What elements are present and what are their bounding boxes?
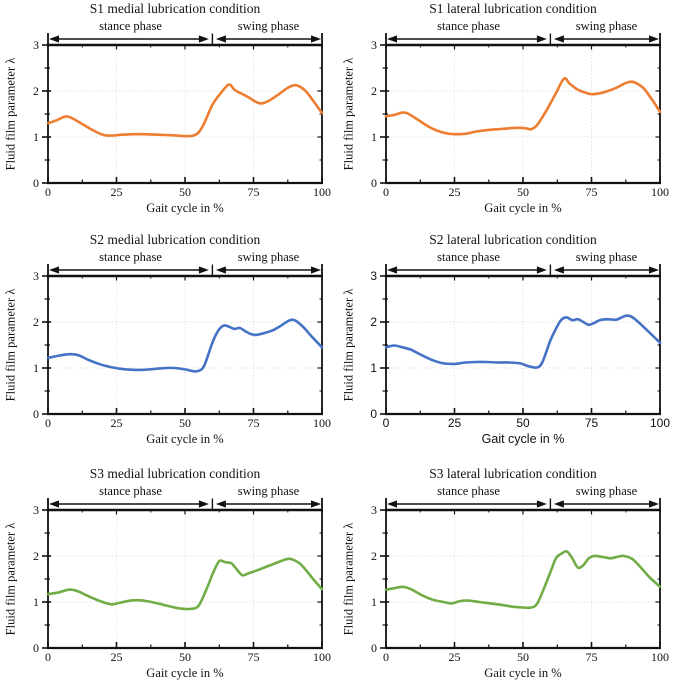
x-axis-label: Gait cycle in % — [484, 666, 562, 680]
swing-phase-label: swing phase — [237, 19, 300, 33]
svg-text:100: 100 — [313, 185, 331, 199]
svg-text:100: 100 — [313, 416, 331, 430]
svg-text:0: 0 — [33, 176, 39, 190]
svg-text:50: 50 — [179, 416, 191, 430]
svg-text:0: 0 — [383, 185, 389, 199]
x-axis-label: Gait cycle in % — [146, 432, 224, 446]
svg-text:25: 25 — [448, 416, 462, 430]
chart-canvas: 0 25 50 75 100 0 1 2 3 — [371, 33, 669, 199]
svg-text:25: 25 — [111, 650, 123, 664]
subplot-s3-medial: S3 medial lubrication condition stance p… — [0, 465, 338, 694]
svg-text:100: 100 — [651, 650, 669, 664]
swing-phase-label: swing phase — [237, 250, 300, 264]
x-axis-label: Gait cycle in % — [484, 201, 562, 215]
chart-title: S2 medial lubrication condition — [89, 232, 261, 247]
svg-text:0: 0 — [383, 416, 390, 430]
svg-text:0: 0 — [33, 407, 39, 421]
swing-phase-label: swing phase — [237, 484, 300, 498]
stance-phase-label: stance phase — [437, 19, 500, 33]
svg-text:50: 50 — [516, 416, 530, 430]
swing-phase-label: swing phase — [575, 19, 638, 33]
svg-text:25: 25 — [111, 185, 123, 199]
svg-text:2: 2 — [33, 315, 39, 329]
subplot-s2-medial: S2 medial lubrication condition stance p… — [0, 231, 338, 465]
svg-text:100: 100 — [651, 185, 669, 199]
svg-text:1: 1 — [33, 595, 39, 609]
svg-text:0: 0 — [370, 407, 377, 421]
svg-text:3: 3 — [33, 38, 39, 52]
svg-text:0: 0 — [371, 176, 377, 190]
chart-canvas: 0 25 50 75 100 0 1 2 3 — [33, 498, 331, 664]
svg-text:25: 25 — [449, 185, 461, 199]
svg-text:100: 100 — [650, 416, 670, 430]
subplot-s1-lateral: S1 lateral lubrication condition stance … — [338, 0, 677, 231]
svg-text:50: 50 — [517, 650, 529, 664]
swing-phase-label: swing phase — [575, 250, 638, 264]
svg-text:2: 2 — [371, 84, 377, 98]
svg-text:75: 75 — [585, 416, 599, 430]
svg-text:50: 50 — [179, 650, 191, 664]
x-axis-label: Gait cycle in % — [481, 432, 565, 446]
svg-text:25: 25 — [111, 416, 123, 430]
stance-phase-label: stance phase — [437, 250, 500, 264]
stance-phase-label: stance phase — [99, 19, 162, 33]
svg-text:2: 2 — [370, 315, 377, 329]
chart-title: S3 lateral lubrication condition — [429, 466, 597, 481]
svg-text:0: 0 — [45, 416, 51, 430]
svg-text:1: 1 — [371, 130, 377, 144]
chart-title: S1 lateral lubrication condition — [429, 1, 597, 16]
chart-title: S2 lateral lubrication condition — [429, 232, 597, 247]
svg-text:50: 50 — [517, 185, 529, 199]
x-axis-label: Gait cycle in % — [146, 666, 224, 680]
stance-phase-label: stance phase — [99, 484, 162, 498]
svg-text:0: 0 — [383, 650, 389, 664]
svg-text:0: 0 — [45, 650, 51, 664]
svg-text:3: 3 — [33, 269, 39, 283]
svg-text:50: 50 — [179, 185, 191, 199]
svg-text:100: 100 — [313, 650, 331, 664]
svg-text:75: 75 — [586, 650, 598, 664]
chart-canvas: 0 25 50 75 100 0 1 2 3 — [370, 264, 670, 430]
chart-title: S1 medial lubrication condition — [89, 1, 261, 16]
chart-canvas: 0 25 50 75 100 0 1 2 3 — [33, 33, 331, 199]
svg-text:3: 3 — [370, 269, 377, 283]
svg-text:0: 0 — [33, 641, 39, 655]
svg-text:3: 3 — [33, 503, 39, 517]
svg-text:75: 75 — [248, 650, 260, 664]
svg-text:25: 25 — [449, 650, 461, 664]
stance-phase-label: stance phase — [99, 250, 162, 264]
svg-text:1: 1 — [370, 361, 377, 375]
svg-text:0: 0 — [371, 641, 377, 655]
svg-text:75: 75 — [586, 185, 598, 199]
svg-text:75: 75 — [248, 416, 260, 430]
x-axis-label: Gait cycle in % — [146, 201, 224, 215]
chart-title: S3 medial lubrication condition — [89, 466, 261, 481]
chart-canvas: 0 25 50 75 100 0 1 2 3 — [371, 498, 669, 664]
chart-canvas: 0 25 50 75 100 0 1 2 3 — [33, 264, 331, 430]
svg-text:2: 2 — [371, 549, 377, 563]
subplot-s3-lateral: S3 lateral lubrication condition stance … — [338, 465, 677, 694]
stance-phase-label: stance phase — [437, 484, 500, 498]
svg-text:1: 1 — [33, 130, 39, 144]
svg-text:1: 1 — [33, 361, 39, 375]
svg-text:3: 3 — [371, 38, 377, 52]
svg-text:1: 1 — [371, 595, 377, 609]
swing-phase-label: swing phase — [575, 484, 638, 498]
svg-text:3: 3 — [371, 503, 377, 517]
subplot-s1-medial: S1 medial lubrication condition stance p… — [0, 0, 338, 231]
svg-text:0: 0 — [45, 185, 51, 199]
svg-text:75: 75 — [248, 185, 260, 199]
svg-text:2: 2 — [33, 84, 39, 98]
svg-text:2: 2 — [33, 549, 39, 563]
subplot-s2-lateral: S2 lateral lubrication condition stance … — [338, 231, 677, 465]
